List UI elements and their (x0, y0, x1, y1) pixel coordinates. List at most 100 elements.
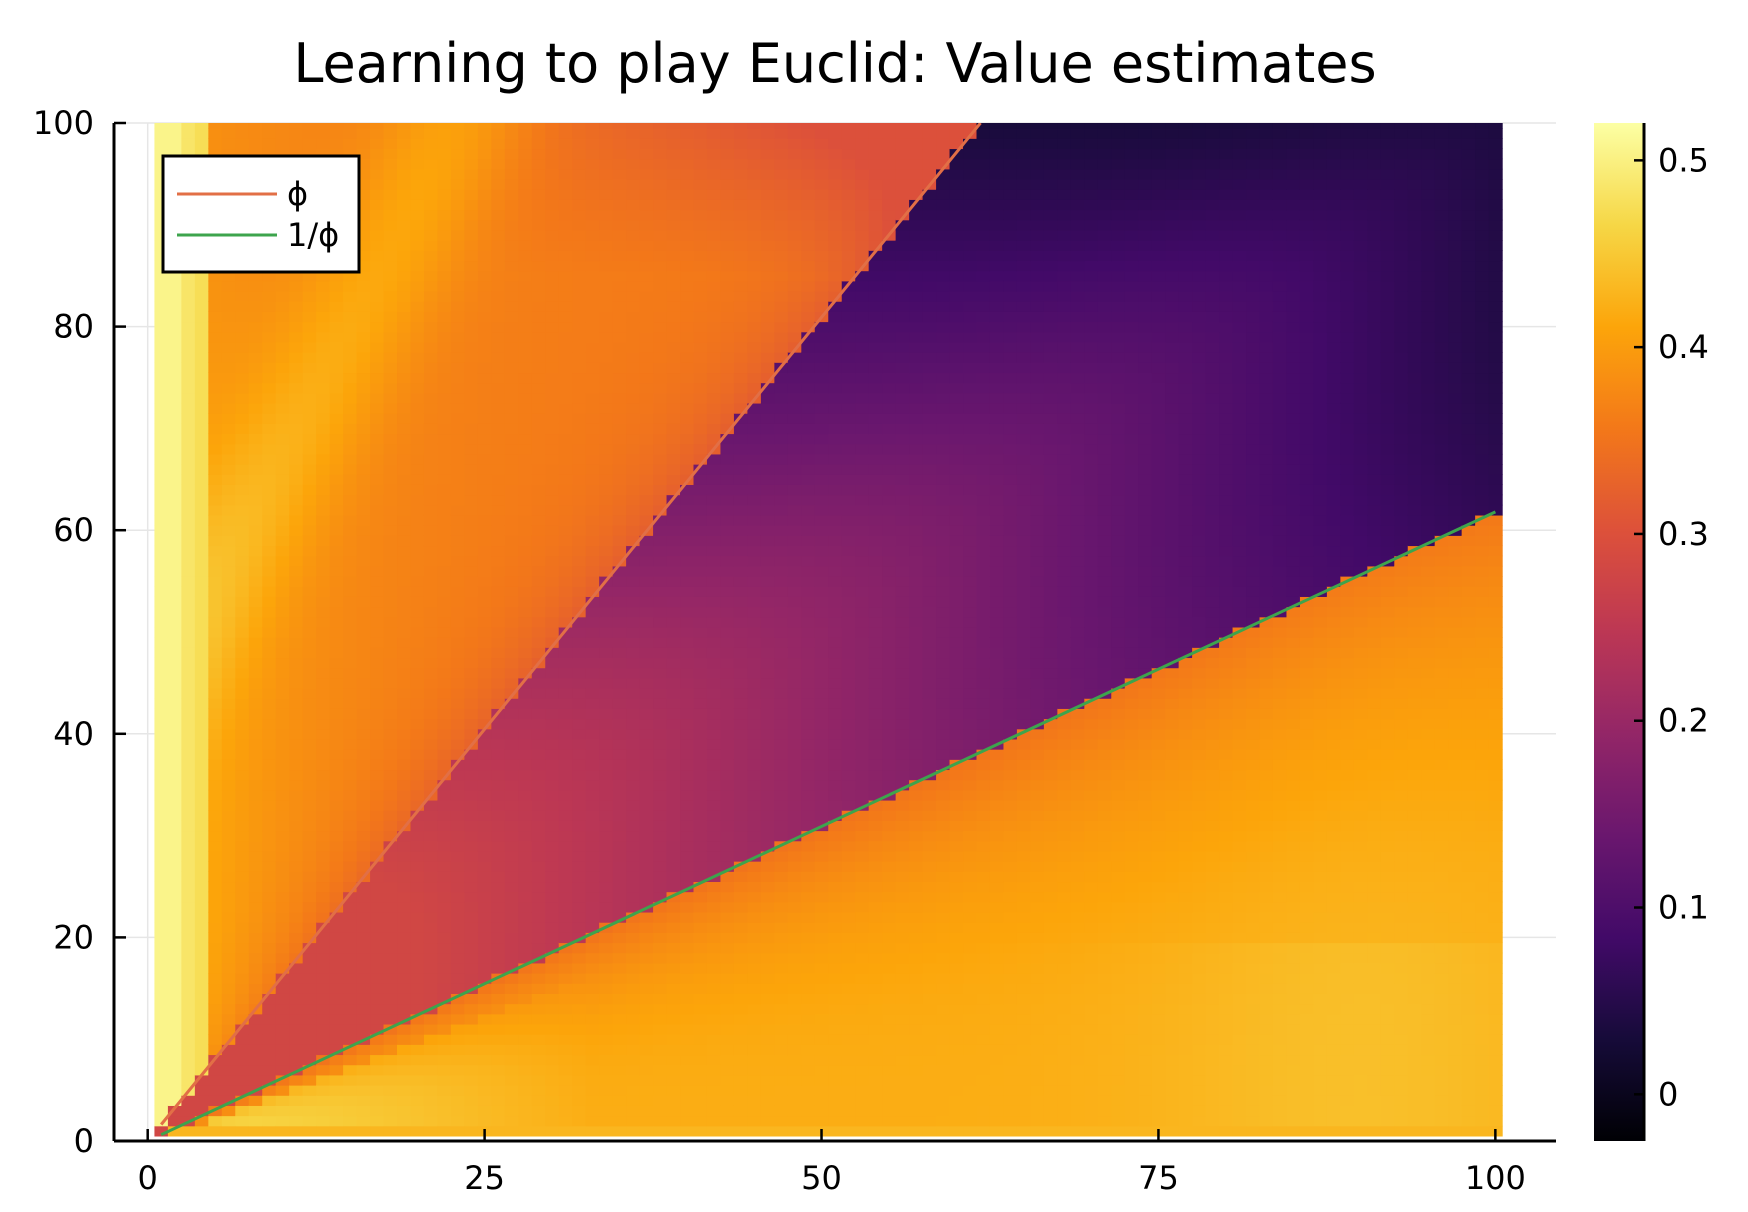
heatmap-cell (195, 993, 209, 1004)
heatmap-cell (154, 861, 168, 872)
heatmap-cell (478, 607, 492, 618)
heatmap-cell (694, 260, 708, 271)
heatmap-cell (774, 545, 788, 556)
heatmap-cell (262, 820, 276, 831)
heatmap-cell (680, 708, 694, 719)
heatmap-cell (680, 495, 694, 506)
heatmap-cell (653, 199, 667, 210)
heatmap-cell (653, 556, 667, 567)
heatmap-cell (478, 342, 492, 353)
heatmap-cell (370, 668, 384, 679)
heatmap-cell (289, 973, 303, 984)
heatmap-cell (303, 545, 317, 556)
heatmap-cell (276, 545, 290, 556)
heatmap-cell (330, 932, 344, 943)
heatmap-cell (410, 179, 424, 190)
heatmap-cell (545, 993, 559, 1004)
heatmap-cell (491, 810, 505, 821)
heatmap-cell (491, 322, 505, 333)
heatmap-cell (289, 535, 303, 546)
heatmap-cell (801, 433, 815, 444)
heatmap-cell (168, 1024, 182, 1035)
heatmap-cell (572, 230, 586, 241)
heatmap-cell (667, 199, 681, 210)
heatmap-cell (303, 1024, 317, 1035)
heatmap-cell (518, 759, 532, 770)
heatmap-cell (667, 1034, 681, 1045)
heatmap-cell (384, 627, 398, 638)
heatmap-cell (464, 1044, 478, 1055)
heatmap-cell (491, 1075, 505, 1086)
heatmap-cell (222, 352, 236, 363)
heatmap-cell (559, 1044, 573, 1055)
heatmap-cell (424, 362, 438, 373)
heatmap-cell (640, 383, 654, 394)
heatmap-cell (747, 963, 761, 974)
heatmap-cell (667, 759, 681, 770)
heatmap-cell (276, 688, 290, 699)
heatmap-cell (774, 271, 788, 282)
heatmap-cell (249, 800, 263, 811)
heatmap-cell (815, 708, 829, 719)
heatmap-cell (613, 1034, 627, 1045)
heatmap-cell (478, 963, 492, 974)
heatmap-cell (330, 800, 344, 811)
heatmap-cell (330, 322, 344, 333)
heatmap-cell (518, 159, 532, 170)
heatmap-cell (249, 769, 263, 780)
heatmap-cell (653, 240, 667, 251)
heatmap-cell (384, 932, 398, 943)
heatmap-cell (168, 841, 182, 852)
heatmap-cell (707, 647, 721, 658)
heatmap-cell (437, 230, 451, 241)
heatmap-cell (707, 698, 721, 709)
heatmap-cell (208, 576, 222, 587)
heatmap-cell (195, 668, 209, 679)
heatmap-cell (357, 739, 371, 750)
heatmap-cell (667, 230, 681, 241)
heatmap-cell (505, 708, 519, 719)
heatmap-cell (599, 515, 613, 526)
heatmap-cell (559, 444, 573, 455)
heatmap-cell (640, 1014, 654, 1025)
heatmap-cell (626, 1075, 640, 1086)
heatmap-cell (208, 729, 222, 740)
heatmap-cell (599, 454, 613, 465)
heatmap-cell (774, 647, 788, 658)
heatmap-cell (303, 1014, 317, 1025)
heatmap-cell (761, 1126, 775, 1137)
heatmap-cell (464, 464, 478, 475)
heatmap-cell (667, 332, 681, 343)
heatmap-cell (653, 953, 667, 964)
heatmap-cell (410, 871, 424, 882)
heatmap-cell (586, 1105, 600, 1116)
heatmap-cell (154, 912, 168, 923)
heatmap-cell (222, 535, 236, 546)
heatmap-cell (707, 464, 721, 475)
heatmap-cell (694, 1116, 708, 1127)
heatmap-cell (168, 311, 182, 322)
heatmap-cell (774, 474, 788, 485)
heatmap-cell (464, 576, 478, 587)
heatmap-cell (249, 607, 263, 618)
heatmap-cell (384, 688, 398, 699)
heatmap-cell (370, 1116, 384, 1127)
heatmap-cell (424, 159, 438, 170)
heatmap-cell (424, 281, 438, 292)
heatmap-cell (262, 1126, 276, 1137)
heatmap-cell (195, 464, 209, 475)
heatmap-cell (532, 220, 546, 231)
heatmap-cell (613, 1116, 627, 1127)
heatmap-cell (532, 607, 546, 618)
heatmap-cell (532, 148, 546, 159)
heatmap-cell (478, 647, 492, 658)
heatmap-cell (707, 1116, 721, 1127)
heatmap-cell (235, 515, 249, 526)
heatmap-cell (154, 749, 168, 760)
heatmap-cell (249, 332, 263, 343)
heatmap-cell (545, 138, 559, 149)
heatmap-cell (168, 505, 182, 516)
heatmap-cell (208, 617, 222, 628)
heatmap-cell (815, 484, 829, 495)
heatmap-cell (384, 647, 398, 658)
